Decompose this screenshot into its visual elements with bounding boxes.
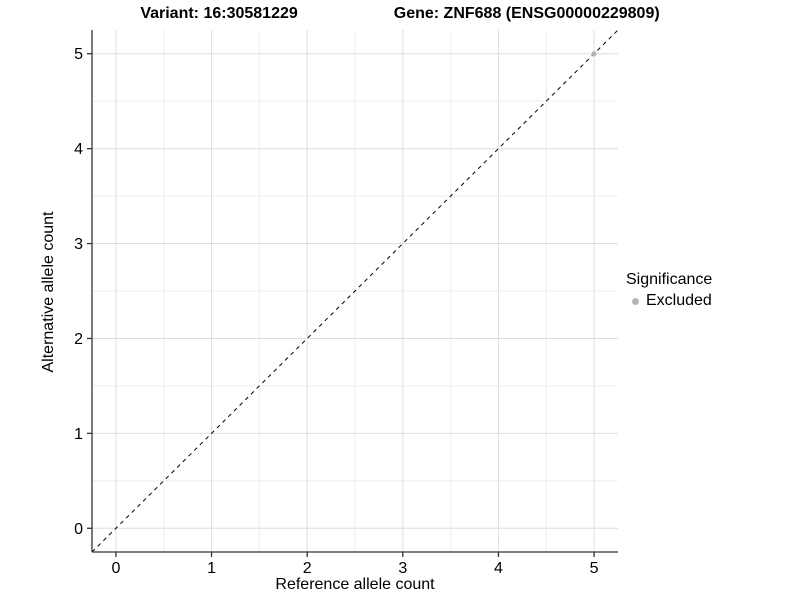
y-tick-label: 2 xyxy=(74,331,83,348)
chart-title: Variant: 16:30581229 Gene: ZNF688 (ENSG0… xyxy=(0,5,800,23)
x-tick-label: 1 xyxy=(207,560,216,577)
x-tick-label: 0 xyxy=(111,560,120,577)
y-tick-label: 3 xyxy=(74,236,83,253)
legend-title: Significance xyxy=(626,271,713,288)
legend-key-dot xyxy=(632,297,639,305)
y-tick-label: 4 xyxy=(74,141,83,158)
legend: Significance Excluded xyxy=(626,271,712,310)
y-tick-label: 1 xyxy=(74,426,83,443)
y-tick-label: 0 xyxy=(74,521,83,538)
legend-item-label: Excluded xyxy=(646,292,712,309)
x-axis-title: Reference allele count xyxy=(275,576,435,593)
x-tick-label: 3 xyxy=(398,560,407,577)
data-point-excluded xyxy=(591,51,597,57)
legend-item-excluded: Excluded xyxy=(626,292,712,310)
title-gene: Gene: ZNF688 (ENSG00000229809) xyxy=(393,5,660,22)
x-tick-label: 4 xyxy=(494,560,503,577)
title-variant: Variant: 16:30581229 xyxy=(140,5,298,22)
identity-line xyxy=(91,29,619,553)
x-tick-label: 5 xyxy=(590,560,599,577)
y-axis-title: Alternative allele count xyxy=(40,211,57,373)
y-tick-label: 5 xyxy=(74,46,83,63)
x-tick-label: 2 xyxy=(303,560,312,577)
